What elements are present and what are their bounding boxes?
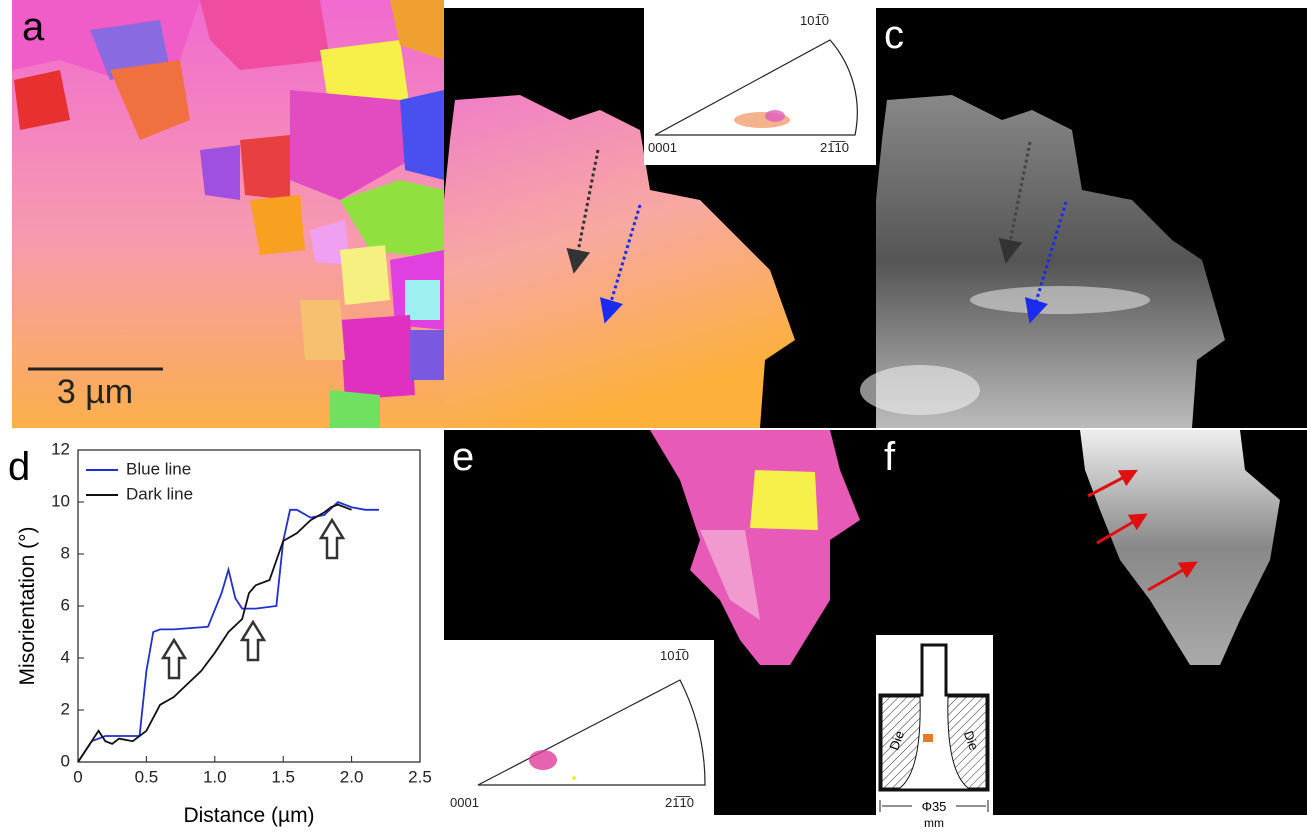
- panel-c: c: [860, 8, 1307, 428]
- pole-label: 0001: [450, 795, 479, 810]
- panel-label: b: [452, 13, 474, 57]
- y-tick-label: 8: [61, 543, 70, 562]
- pole-label: 0001: [648, 140, 677, 155]
- annotation-arrows: [163, 520, 343, 678]
- panel-label: f: [884, 435, 896, 479]
- panel-label: d: [8, 445, 30, 489]
- x-tick-label: 2.0: [340, 767, 364, 786]
- y-tick-label: 4: [61, 647, 70, 666]
- x-tick-label: 2.5: [408, 767, 432, 786]
- pole-label: 101̅0: [660, 648, 689, 663]
- legend-label: Blue line: [126, 459, 191, 478]
- panel-a: a 3 µm: [12, 0, 444, 428]
- y-tick-label: 0: [61, 751, 70, 770]
- unit-label: mm: [924, 816, 944, 830]
- panel-label: c: [884, 13, 904, 57]
- panel-b: b 101̅0 0001 21̅1̅0: [444, 8, 876, 428]
- x-tick-label: 0: [73, 767, 82, 786]
- y-axis-label: Misorientation (°): [16, 527, 39, 686]
- diameter-label: Φ35: [922, 799, 947, 814]
- y-tick-label: 6: [61, 595, 70, 614]
- pole-label: 21̅1̅0: [820, 140, 849, 155]
- panel-label: a: [22, 5, 45, 49]
- legend-label: Dark line: [126, 484, 193, 503]
- panel-e: e 101̅0 0001 21̅1̅0: [444, 430, 876, 833]
- panel-f: Die Die Φ35 mm f: [876, 430, 1307, 833]
- y-tick-label: 2: [61, 699, 70, 718]
- x-tick-label: 0.5: [135, 767, 159, 786]
- x-axis-label: Distance (µm): [183, 804, 314, 827]
- panel-d: d Distance (µm) Misorientation (°) 0 0.5 1…: [8, 439, 432, 827]
- series-line: [78, 505, 352, 762]
- x-tick-label: 1.0: [203, 767, 227, 786]
- pole-label: 101̅0: [800, 13, 829, 28]
- y-tick-label: 10: [51, 491, 70, 510]
- scale-bar-label: 3 µm: [57, 373, 133, 411]
- pole-label: 21̅1̅0: [665, 795, 694, 810]
- y-tick-label: 12: [51, 439, 70, 458]
- figure: a 3 µm b 101̅0 0001 21̅1̅0 c d Distance …: [0, 0, 1307, 833]
- panel-label: e: [452, 435, 474, 479]
- x-tick-label: 1.5: [271, 767, 295, 786]
